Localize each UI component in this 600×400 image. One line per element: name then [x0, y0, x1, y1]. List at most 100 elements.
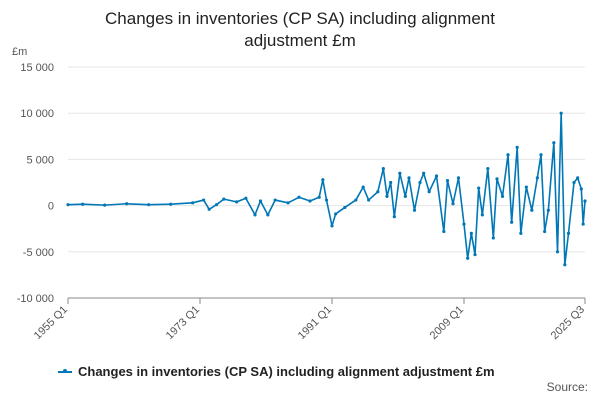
data-point [343, 205, 347, 210]
data-point [125, 202, 129, 206]
data-point [579, 187, 583, 191]
data-point [546, 208, 550, 212]
y-tick-label: 10 000 [20, 108, 54, 120]
data-point [466, 256, 470, 260]
data-point [385, 194, 389, 198]
data-point [473, 252, 477, 257]
data-point [576, 176, 580, 180]
chart-title-line-2: adjustment £m [244, 31, 356, 50]
data-point [403, 194, 407, 198]
data-point [539, 153, 543, 157]
x-tick-label: 2025 Q3 [549, 304, 587, 342]
data-point [543, 229, 547, 234]
data-point [191, 201, 195, 205]
data-point [495, 177, 499, 181]
data-point [321, 178, 325, 182]
x-tick-label: 1973 Q1 [164, 304, 202, 342]
data-point [334, 212, 338, 216]
x-tick-label: 1991 Q1 [296, 304, 334, 342]
y-tick-label: -10 000 [17, 293, 54, 305]
data-point [258, 199, 263, 203]
data-point [572, 180, 576, 185]
data-point [297, 195, 301, 199]
data-point [555, 250, 560, 254]
gridlines [68, 66, 585, 299]
data-point [445, 179, 450, 183]
data-point [559, 111, 563, 115]
data-point [530, 208, 534, 212]
data-point [389, 180, 393, 185]
data-point [308, 199, 312, 203]
data-point [434, 174, 439, 178]
data-point [442, 229, 446, 234]
data-point [566, 231, 571, 235]
data-point [398, 171, 402, 175]
y-axis-unit-label: £m [12, 46, 28, 58]
data-point [477, 186, 481, 190]
data-point [427, 190, 431, 194]
data-point [207, 207, 211, 211]
data-point [412, 208, 417, 212]
data-point [480, 213, 484, 217]
data-point [486, 167, 490, 171]
data-point [462, 222, 466, 226]
data-point [581, 222, 585, 226]
data-point [66, 203, 70, 207]
data-point [583, 199, 587, 203]
data-point [266, 213, 270, 217]
data-point [469, 231, 473, 235]
data-point [500, 194, 505, 198]
data-point [563, 263, 567, 267]
chart-title-line-1: Changes in inventories (CP SA) including… [105, 9, 495, 28]
x-tick-label: 2009 Q1 [428, 304, 466, 342]
data-point [286, 201, 290, 205]
y-tick-label: 15 000 [20, 62, 54, 74]
legend[interactable]: Changes in inventories (CP SA) including… [58, 364, 495, 379]
data-point [273, 198, 277, 202]
y-tick-label: -5 000 [23, 247, 54, 259]
data-point [169, 202, 173, 206]
data-point [202, 198, 206, 202]
x-tick-label: 1955 Q1 [32, 304, 70, 342]
data-point [214, 203, 219, 207]
data-point [330, 224, 334, 228]
series-line [67, 112, 586, 266]
data-point [376, 190, 380, 194]
data-point [244, 196, 248, 200]
data-point [81, 202, 85, 206]
legend-series-label: Changes in inventories (CP SA) including… [78, 364, 495, 379]
data-point [361, 185, 365, 189]
data-point [392, 215, 396, 219]
data-point [324, 198, 329, 202]
data-point [451, 202, 455, 206]
data-point [491, 236, 495, 240]
data-point [418, 180, 422, 185]
data-point [253, 213, 257, 217]
data-point [524, 185, 528, 189]
x-axis: 1955 Q1 1973 Q1 1991 Q1 2009 Q1 2025 Q3 [32, 297, 587, 342]
data-point [552, 141, 556, 145]
data-point [354, 198, 358, 202]
data-point [515, 145, 519, 149]
legend-line-swatch-icon [58, 368, 72, 373]
data-point [222, 197, 226, 201]
data-point [422, 171, 426, 175]
data-point [317, 195, 321, 199]
source-label: Source: [546, 380, 588, 394]
series-group [66, 111, 587, 267]
y-tick-label: 5 000 [26, 154, 54, 166]
data-point [456, 176, 461, 180]
y-tick-label: 0 [48, 201, 54, 213]
data-point [510, 220, 514, 224]
data-point [381, 167, 385, 171]
data-point [407, 176, 411, 180]
data-point [103, 203, 107, 207]
data-point [367, 198, 371, 202]
data-point [519, 231, 523, 235]
data-point [535, 176, 539, 180]
data-point [235, 200, 239, 204]
y-tick-labels: 15 000 10 000 5 000 0 -5 000 -10 000 [17, 62, 54, 305]
data-point [147, 203, 151, 207]
data-point [506, 153, 510, 157]
